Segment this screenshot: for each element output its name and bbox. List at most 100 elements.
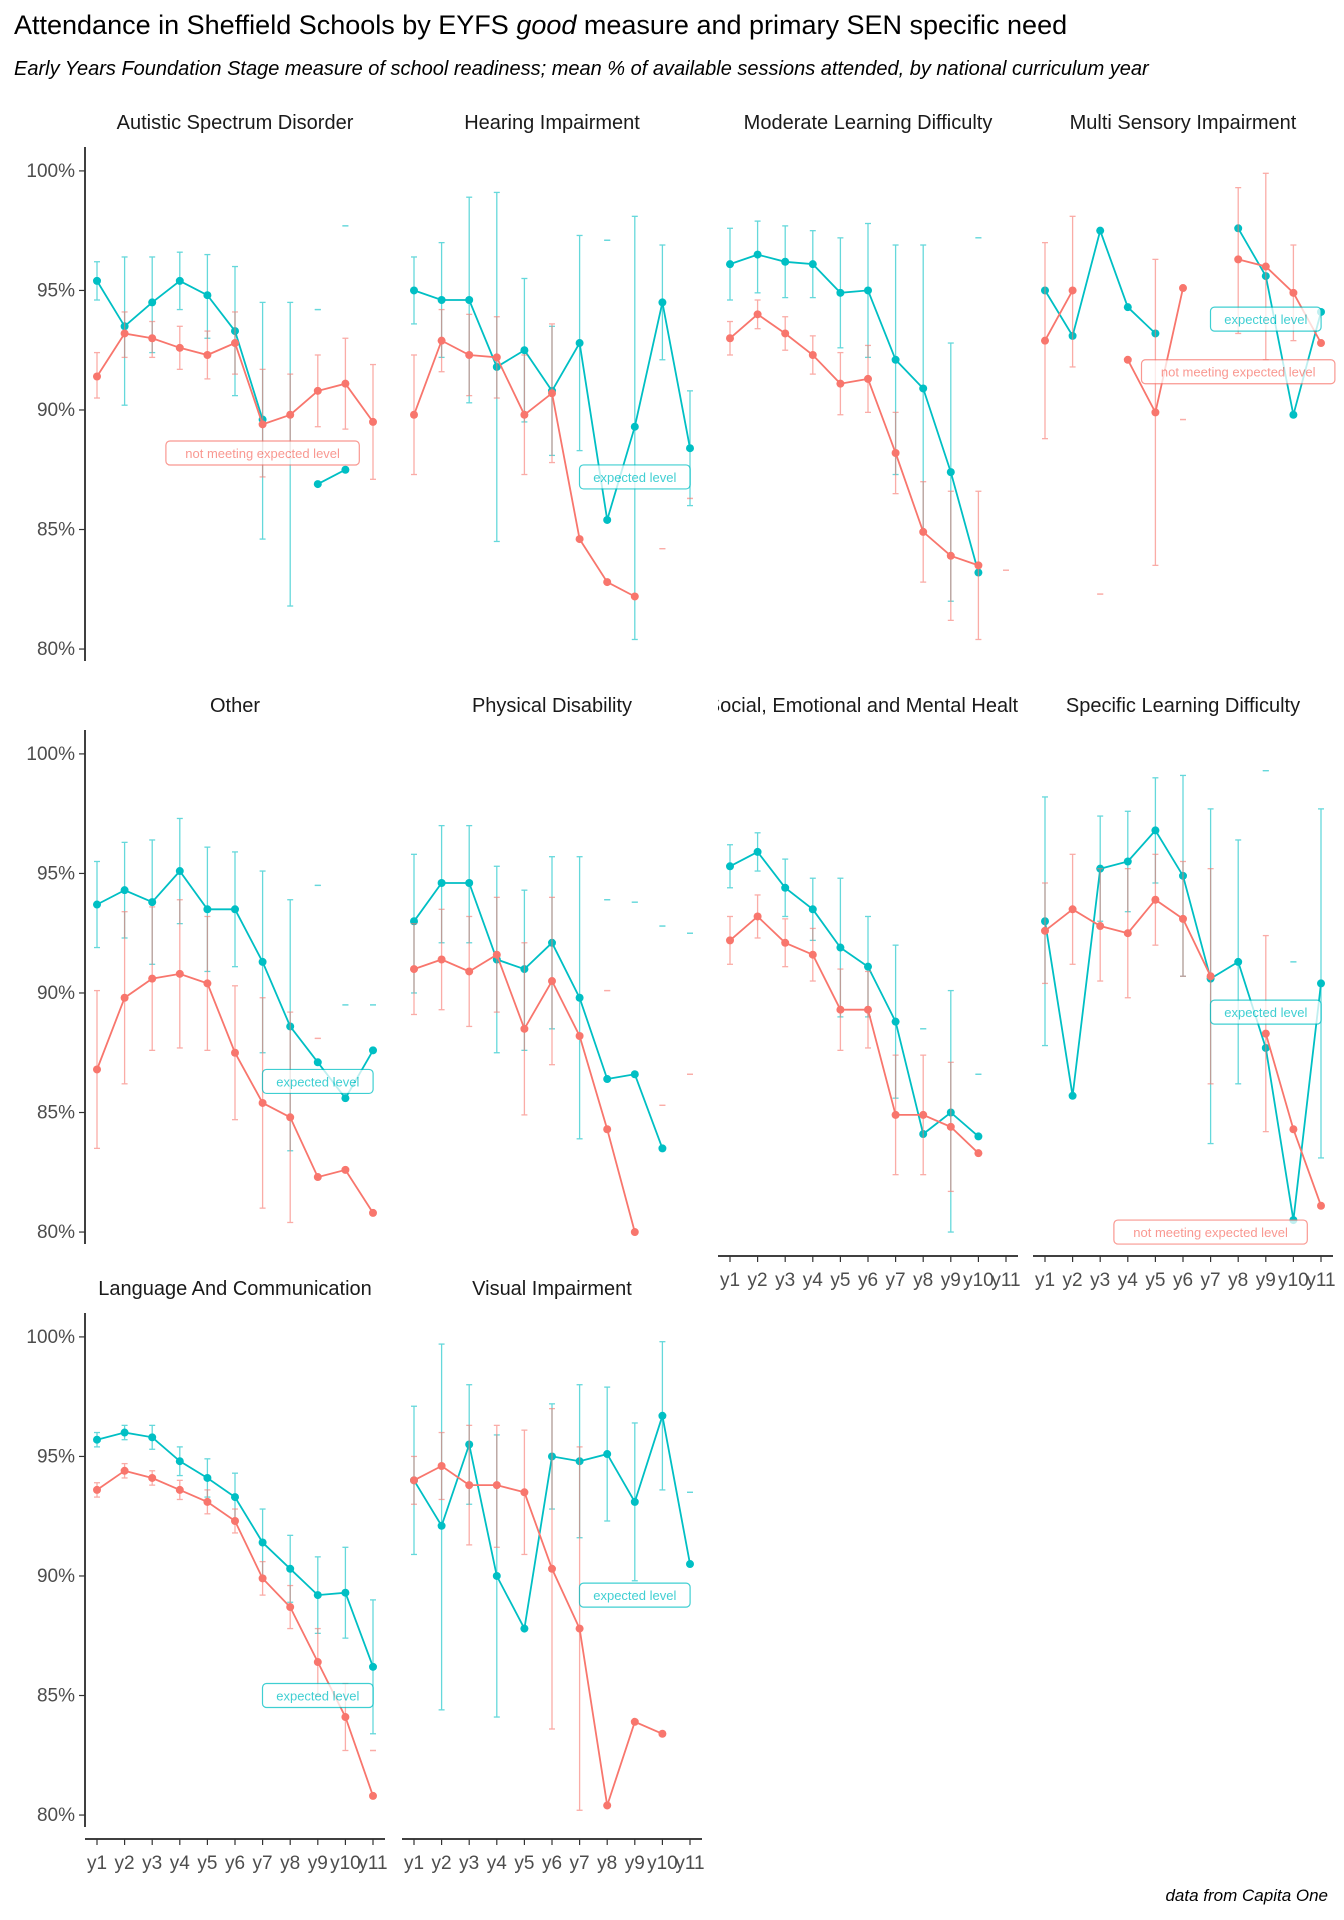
- data-point: [726, 260, 734, 269]
- data-point: [658, 1144, 667, 1153]
- facet-panel: Moderate Learning Difficulty: [726, 112, 1009, 641]
- annotation-text: expected level: [1224, 1005, 1307, 1020]
- data-point: [891, 1110, 900, 1119]
- data-point: [410, 1476, 418, 1485]
- x-tick-label: y4: [487, 1853, 508, 1874]
- annotation-text: not meeting expected level: [185, 446, 340, 461]
- data-point: [341, 1094, 350, 1103]
- y-tick-label: 85%: [37, 520, 75, 541]
- data-point: [258, 420, 267, 429]
- facet-strip-label: Physical Disability: [472, 695, 632, 717]
- data-point: [630, 1228, 639, 1237]
- data-point: [1289, 1125, 1298, 1134]
- facet-panel: Hearing Impairment expected level: [410, 112, 694, 641]
- x-tick-label: y11: [991, 1270, 1020, 1291]
- data-point: [120, 1428, 129, 1437]
- data-point: [148, 974, 157, 983]
- chart-caption: data from Capita One: [1165, 1886, 1328, 1905]
- data-point: [548, 389, 556, 398]
- data-point: [603, 578, 612, 587]
- annotation-text: not meeting expected level: [1133, 1225, 1288, 1240]
- data-point: [369, 1662, 377, 1671]
- data-point: [808, 950, 817, 959]
- data-point: [974, 1149, 983, 1158]
- data-point: [1261, 262, 1270, 271]
- data-point: [465, 1481, 474, 1490]
- facet-panel: Social, Emotional and Mental Health y1 y2 y…: [718, 695, 1021, 1291]
- facet-marks: [410, 824, 693, 1237]
- data-point: [369, 1046, 377, 1055]
- data-point: [836, 379, 845, 388]
- data-point: [93, 900, 101, 909]
- x-tick-label: y6: [225, 1853, 245, 1874]
- data-point: [1317, 1201, 1325, 1210]
- annotation-label: expected level: [261, 1682, 374, 1709]
- data-point: [437, 336, 446, 345]
- facet-marks: [410, 1341, 694, 1811]
- data-point: [686, 444, 694, 453]
- data-point: [946, 551, 955, 560]
- data-point: [575, 1624, 584, 1633]
- x-tick-label: y8: [913, 1270, 933, 1291]
- annotation-box: [578, 1582, 691, 1608]
- annotation-box: [1209, 306, 1322, 332]
- data-point: [630, 1497, 639, 1506]
- data-point: [1317, 979, 1325, 988]
- data-point: [520, 1024, 529, 1033]
- x-tick-label: y2: [432, 1853, 452, 1874]
- x-tick-label: y1: [720, 1270, 740, 1291]
- data-point: [1123, 857, 1132, 866]
- data-point: [891, 355, 900, 364]
- data-point: [864, 962, 872, 971]
- data-point: [1068, 286, 1077, 295]
- data-point: [1068, 905, 1077, 914]
- data-point: [1151, 895, 1160, 904]
- data-point: [1041, 926, 1049, 935]
- y-tick-label: 90%: [37, 400, 75, 421]
- annotation-text: expected level: [1224, 312, 1307, 327]
- data-point: [686, 1560, 694, 1569]
- x-tick-label: y4: [803, 1270, 824, 1291]
- annotation-text: expected level: [276, 1074, 359, 1089]
- facet-strip-label: Specific Learning Difficulty: [1066, 695, 1300, 717]
- data-point: [341, 465, 350, 474]
- x-tick-label: y7: [570, 1853, 590, 1874]
- data-point: [974, 1132, 983, 1141]
- data-point: [175, 1457, 184, 1466]
- data-point: [808, 260, 817, 269]
- data-point: [341, 1165, 350, 1174]
- annotation-box: [1209, 999, 1322, 1025]
- data-point: [286, 1603, 295, 1612]
- data-point: [520, 1488, 529, 1497]
- data-point: [603, 1450, 612, 1459]
- facet-strip-label: Moderate Learning Difficulty: [744, 112, 993, 134]
- facet-panel: Language And Communication 80% 85% 90% 95% 10…: [26, 1278, 387, 1874]
- data-point: [658, 1729, 667, 1738]
- x-tick-label: y2: [115, 1853, 135, 1874]
- y-tick-label: 80%: [37, 1222, 75, 1243]
- data-point: [891, 1017, 900, 1026]
- data-point: [148, 334, 157, 343]
- data-point: [575, 339, 584, 348]
- annotation-box: [578, 464, 691, 490]
- data-point: [753, 912, 762, 921]
- facet-marks: [726, 832, 983, 1233]
- data-point: [492, 1571, 501, 1580]
- data-point: [465, 879, 474, 888]
- data-point: [836, 943, 845, 952]
- x-tick-label: y1: [1035, 1270, 1055, 1291]
- data-point: [919, 1110, 928, 1119]
- data-point: [410, 286, 418, 295]
- x-tick-label: y10: [647, 1853, 678, 1874]
- x-tick-label: y11: [358, 1853, 387, 1874]
- data-point: [603, 1801, 612, 1810]
- facet-panel: Specific Learning Difficulty y1 y2 y3 y4 y5 y6…: [1033, 695, 1336, 1291]
- data-point: [175, 969, 184, 978]
- data-point: [93, 276, 101, 285]
- x-tick-label: y2: [748, 1270, 768, 1291]
- annotation-label: not meeting expected level: [1140, 359, 1336, 385]
- data-point: [1289, 410, 1298, 419]
- x-tick-label: y3: [1090, 1270, 1110, 1291]
- data-point: [437, 879, 446, 888]
- facet-marks: [410, 191, 694, 641]
